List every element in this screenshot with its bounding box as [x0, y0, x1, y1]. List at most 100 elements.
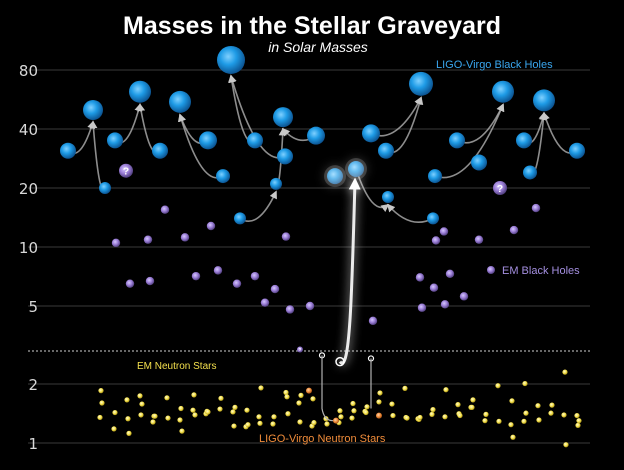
- em-ns-point: [535, 403, 541, 409]
- em-ns-point: [404, 415, 410, 421]
- special-markers: ???: [119, 158, 507, 424]
- ligo-bh-point: [247, 132, 263, 149]
- em-ns-point: [510, 434, 516, 440]
- em-ns-point: [139, 401, 145, 407]
- em-ns-point: [536, 417, 542, 423]
- y-tick-20: 20: [19, 180, 38, 198]
- em-black-holes: [111, 203, 541, 326]
- em-ns-point: [563, 442, 569, 448]
- em-ns-point: [138, 412, 144, 418]
- em-bh-point: [270, 284, 280, 294]
- em-ns-point: [377, 390, 383, 396]
- em-bh-point: [531, 203, 541, 213]
- em-neutron-stars: [97, 369, 582, 448]
- em-ns-point: [443, 387, 449, 393]
- em-ns-point: [349, 415, 355, 421]
- em-bh-point: [431, 236, 441, 245]
- ligo-bh-point: [523, 165, 537, 180]
- em-ns-point: [152, 413, 158, 419]
- unknown-label: ?: [497, 183, 503, 195]
- ligo-bh-point: [307, 126, 325, 145]
- em-ns-point: [522, 380, 528, 387]
- em-ns-point: [298, 392, 304, 398]
- ligo-bh-point: [273, 107, 293, 128]
- em-ns-point: [205, 409, 211, 415]
- ligo-bh-point: [427, 212, 439, 225]
- em-ns-point: [509, 398, 515, 404]
- em-ns-point: [429, 411, 435, 417]
- em-ns-point: [496, 418, 502, 424]
- em-bh-point: [285, 305, 295, 314]
- ligo-ns-point: [333, 417, 339, 424]
- em-ns-point: [285, 411, 291, 417]
- glow-halo: [345, 158, 367, 181]
- em-ns-point: [124, 397, 130, 403]
- em-ns-point: [521, 418, 527, 424]
- em-bh-point: [281, 232, 291, 241]
- em-ns-point: [137, 393, 143, 399]
- em-ns-point: [245, 422, 251, 428]
- em-ns-point: [257, 420, 263, 426]
- em-ns-point: [111, 426, 117, 432]
- ligo-bh-point: [492, 80, 514, 103]
- merger-arrow: [434, 103, 505, 179]
- em-ns-point: [430, 407, 436, 413]
- em-ns-point: [337, 408, 343, 414]
- em-ns-point: [150, 419, 156, 425]
- em-ns-point: [417, 414, 423, 421]
- ligo-bh-point: [533, 89, 555, 112]
- ligo-bh-point: [99, 182, 111, 195]
- y-tick-80: 80: [19, 62, 38, 80]
- em-ns-point: [576, 418, 582, 424]
- em-bh-point: [305, 301, 315, 311]
- em-ns-point: [218, 395, 224, 401]
- em-bh-point: [509, 225, 519, 235]
- ligo-black-holes: [60, 45, 585, 225]
- ligo-bh-point: [382, 190, 394, 203]
- y-tick-10: 10: [19, 239, 38, 257]
- em-ns-point: [338, 414, 344, 420]
- em-bh-point: [459, 292, 469, 301]
- em-ns-point: [99, 400, 105, 406]
- em-ns-point: [324, 421, 330, 427]
- em-bh-point: [368, 316, 378, 326]
- em-ns-point: [549, 402, 555, 408]
- y-tick-labels: 1 2 5 10 20 40 80: [19, 62, 38, 453]
- em-bh-point: [429, 283, 439, 292]
- em-ns-point: [351, 408, 357, 414]
- em-ns-point: [297, 419, 303, 425]
- em-ns-point: [508, 422, 514, 428]
- em-ns-point: [179, 428, 185, 434]
- em-ns-point: [270, 421, 276, 427]
- em-ns-point: [271, 414, 277, 420]
- em-bh-point: [474, 235, 484, 244]
- em-ns-point: [97, 414, 103, 421]
- y-tick-2: 2: [28, 376, 38, 394]
- chart-subtitle: in Solar Masses: [268, 39, 368, 55]
- ligo-bh-point: [409, 71, 433, 96]
- ligo-bh-point: [107, 132, 123, 149]
- em-ns-point: [575, 422, 581, 428]
- em-bh-point: [111, 238, 121, 248]
- em-ns-point: [402, 385, 408, 391]
- ligo-ns-point: [376, 412, 382, 419]
- em-bh-point: [191, 271, 201, 281]
- em-bh-point: [417, 303, 427, 312]
- em-ns-point: [98, 388, 104, 394]
- em-ns-point: [217, 406, 223, 412]
- em-bh-point: [260, 298, 270, 307]
- em-bh-point: [439, 227, 449, 236]
- unknown-label: ?: [123, 166, 129, 178]
- ligo-bh-point: [277, 148, 293, 165]
- ligo-bh-point: [60, 142, 76, 159]
- ligo-bh-point: [362, 124, 380, 143]
- em-ns-point: [232, 404, 238, 410]
- em-ns-point: [364, 404, 370, 410]
- em-bh-point: [415, 273, 425, 282]
- em-bh-point: [160, 205, 170, 214]
- em-ns-point: [483, 411, 489, 417]
- y-tick-5: 5: [28, 298, 38, 316]
- remnant-ring: [335, 356, 345, 367]
- legend-em-bh-dot: [487, 266, 495, 274]
